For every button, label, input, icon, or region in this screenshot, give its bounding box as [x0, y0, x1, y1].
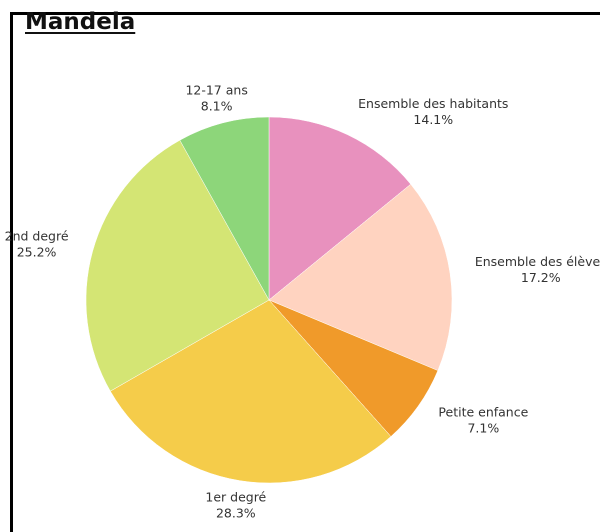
- slice-value-petite-enfance: 7.1%: [467, 421, 499, 436]
- slice-value-ensemble-des-eleves: 17.2%: [521, 270, 561, 285]
- slice-label-1er-degre: 1er degré: [205, 489, 266, 504]
- slice-value-1er-degre: 28.3%: [216, 505, 256, 518]
- slice-value-ensemble-des-habitants: 14.1%: [413, 112, 453, 127]
- slice-label-2nd-degre: 2nd degré: [5, 228, 69, 243]
- slice-value-12-17-ans: 8.1%: [201, 99, 233, 114]
- slice-label-petite-enfance: Petite enfance: [438, 405, 528, 420]
- slice-value-2nd-degre: 25.2%: [17, 244, 57, 259]
- slice-label-ensemble-des-eleves: Ensemble des élèves: [475, 254, 600, 269]
- slice-label-ensemble-des-habitants: Ensemble des habitants: [358, 96, 508, 111]
- slice-label-12-17-ans: 12-17 ans: [185, 83, 247, 98]
